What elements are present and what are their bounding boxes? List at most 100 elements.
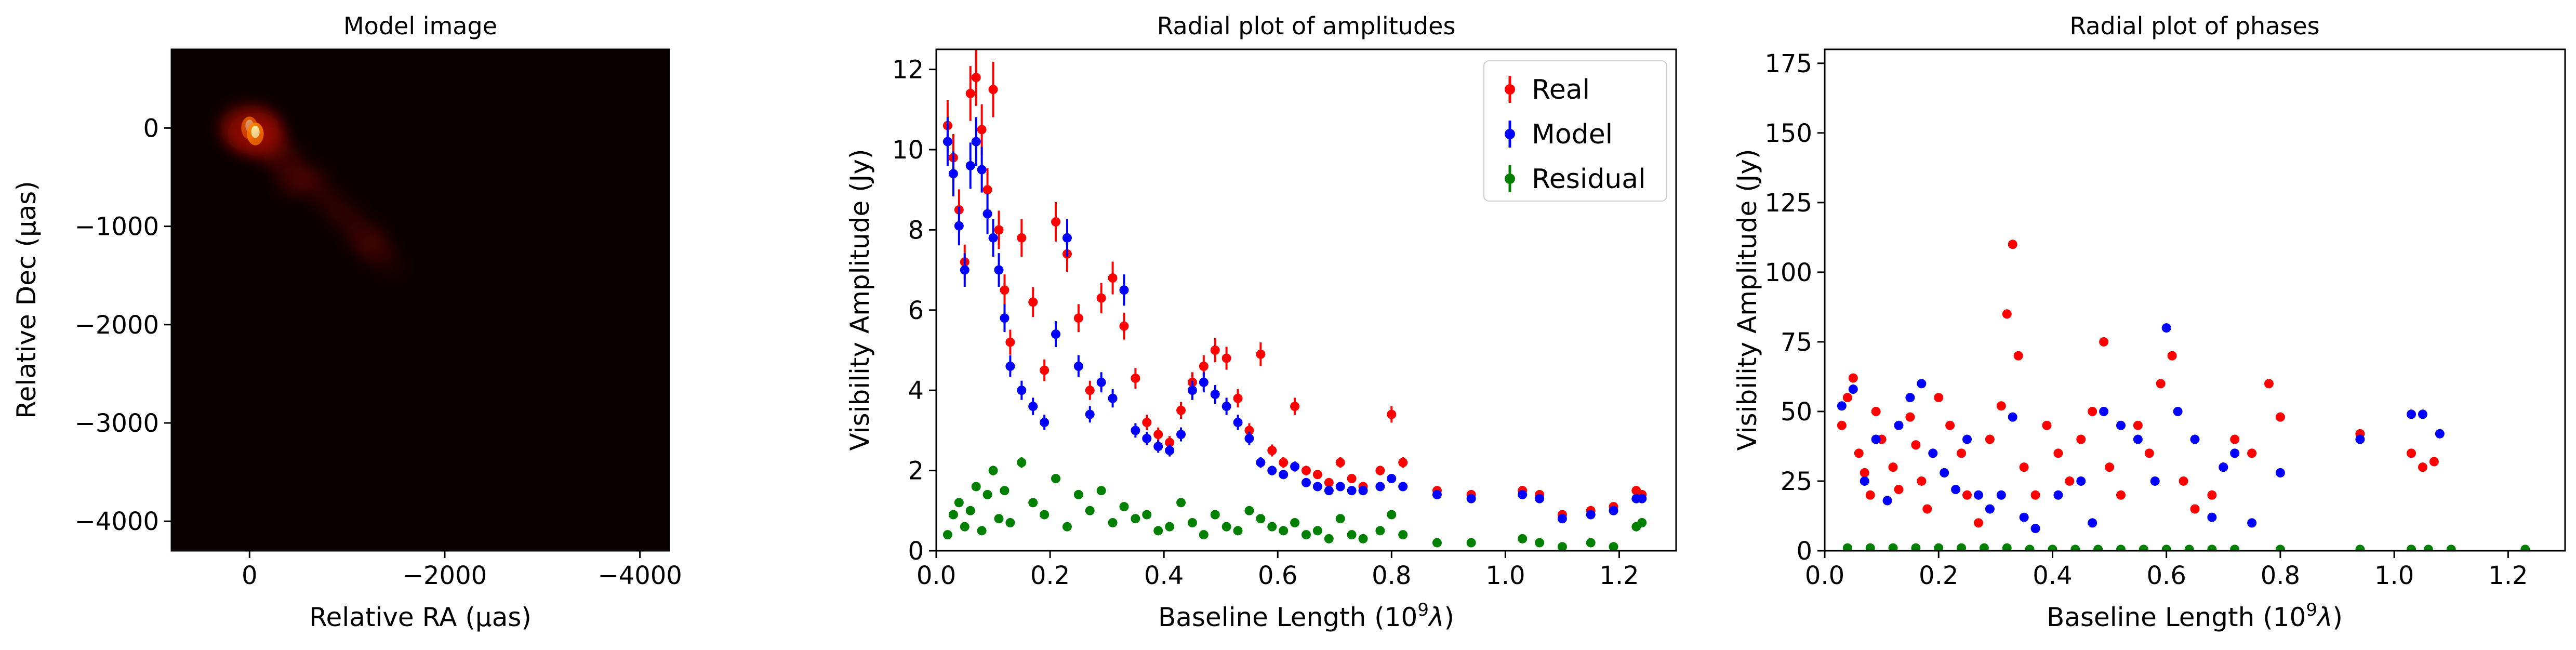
panel3-points (1837, 240, 2530, 551)
data-point (1221, 402, 1231, 412)
data-point (1221, 353, 1231, 363)
p2-y-tick-label: 8 (908, 216, 924, 245)
data-point (2207, 512, 2217, 522)
p1-y-tick-label: −1000 (75, 213, 159, 242)
data-point (1951, 485, 1961, 495)
data-point (2179, 476, 2188, 486)
data-point (1894, 420, 1904, 430)
data-point (1398, 530, 1408, 540)
data-point (1244, 426, 1254, 435)
data-point (2008, 240, 2017, 249)
data-point (1267, 446, 1277, 455)
p2-x-tick-label: 0.4 (1144, 561, 1184, 590)
data-point (1945, 420, 1955, 430)
data-point (2053, 448, 2063, 458)
p3-x-tick-label: 0.2 (1919, 561, 1958, 590)
data-point (1017, 386, 1027, 395)
data-point (1000, 486, 1010, 496)
panel2-legend: Real Model Residual (1483, 60, 1667, 202)
p3-y-tick-label: 150 (1764, 119, 1812, 148)
p1-x-tick-label: 0 (242, 561, 258, 590)
data-point (1073, 313, 1083, 323)
data-point (1187, 518, 1197, 527)
p3-y-tick-label: 125 (1764, 189, 1812, 218)
data-point (1085, 386, 1095, 395)
data-point (1040, 417, 1050, 427)
data-point (1108, 273, 1118, 283)
data-point (1165, 446, 1175, 455)
data-point (1324, 486, 1334, 496)
data-point (1210, 346, 1220, 355)
data-point (942, 530, 952, 540)
data-point (1131, 514, 1140, 524)
data-point (1609, 542, 1618, 551)
data-point (1973, 490, 1983, 500)
data-point (1985, 504, 1995, 514)
data-point (2275, 412, 2285, 422)
panel2-frame (935, 48, 1677, 552)
data-point (2247, 448, 2257, 458)
p3-y-tick-label: 50 (1781, 397, 1812, 427)
data-point (1358, 486, 1368, 496)
data-point (1375, 526, 1385, 536)
data-point (1934, 393, 1944, 403)
data-point (965, 161, 975, 170)
data-point (1962, 490, 1972, 500)
data-point (1142, 510, 1152, 520)
panel2-xlabel: Baseline Length (109λ) (1158, 600, 1454, 632)
data-point (1911, 440, 1921, 450)
p3-x-tick-label: 1.2 (2488, 561, 2528, 590)
p3-x-tick-label: 0.8 (2261, 561, 2300, 590)
data-point (2407, 448, 2416, 458)
data-point (2446, 545, 2456, 551)
data-point (1040, 510, 1050, 520)
p2-x-tick-label: 0.8 (1372, 561, 1411, 590)
data-point (2423, 545, 2433, 551)
p1-y-tick-label: −4000 (75, 507, 159, 536)
panel2-x-ticks: 0.0 0.2 0.4 0.6 0.8 1.0 1.2 (917, 551, 1639, 590)
data-point (2418, 409, 2427, 419)
legend-marker (1505, 129, 1515, 139)
data-point (1176, 430, 1186, 440)
data-point (1860, 476, 1869, 486)
data-point (1142, 433, 1152, 443)
panel3-xlabel: Baseline Length (109λ) (2047, 600, 2343, 632)
data-point (1233, 526, 1243, 536)
data-point (2190, 504, 2200, 514)
data-point (1073, 361, 1083, 371)
image-blob (291, 165, 328, 193)
data-point (1153, 526, 1163, 536)
data-point (994, 514, 1004, 524)
data-point (1854, 448, 1864, 458)
data-point (1005, 518, 1015, 527)
data-point (2173, 406, 2183, 416)
data-point (2156, 379, 2166, 389)
data-point (1535, 494, 1545, 503)
data-point (2275, 545, 2285, 551)
panel1-frame (170, 48, 670, 552)
data-point (1051, 217, 1061, 227)
data-point (2150, 476, 2160, 486)
data-point (1131, 426, 1140, 435)
data-point (1928, 448, 1938, 458)
panel1-title: Model image (343, 12, 497, 40)
data-point (982, 209, 992, 219)
data-point (1210, 389, 1220, 399)
data-point (1256, 349, 1266, 359)
data-point (2184, 545, 2194, 551)
p3-x-tick-label: 0.4 (2033, 561, 2072, 590)
data-point (1432, 489, 1442, 499)
data-point (1017, 458, 1027, 468)
data-point (1347, 486, 1357, 496)
p1-y-tick-label: −2000 (75, 311, 159, 340)
data-point (1586, 538, 1596, 548)
panel2-ylabel: Visibility Amplitude (Jy) (845, 149, 875, 451)
data-point (1017, 233, 1027, 243)
data-point (1962, 434, 1972, 444)
data-point (1637, 494, 1647, 503)
data-point (982, 489, 992, 499)
legend-label: Real (1532, 74, 1590, 105)
p3-series-series-0 (1837, 240, 2439, 528)
data-point (1221, 522, 1231, 532)
panel3-ylabel: Visibility Amplitude (Jy) (1732, 149, 1762, 451)
